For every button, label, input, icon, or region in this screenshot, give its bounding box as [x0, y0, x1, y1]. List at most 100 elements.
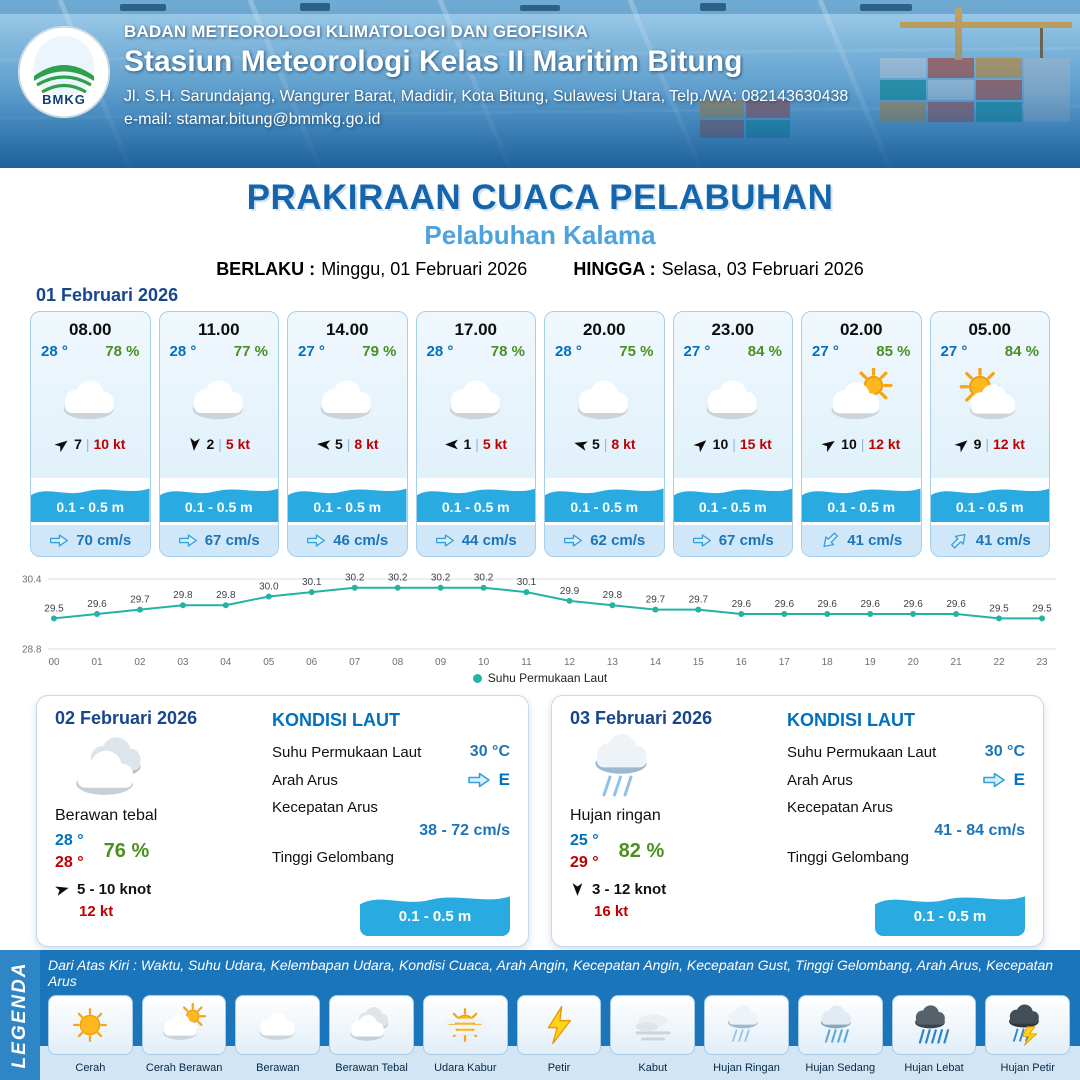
current-speed: 70 cm/s — [76, 532, 132, 549]
temps-block: 25 ° 29 ° 82 % — [570, 830, 775, 873]
forecast-card-05.00: 05.00 27 ° 84 % 9 | 12 kt 0.1 - 0.5 m 41… — [929, 311, 1050, 557]
current-direction-row: Arah Arus E — [272, 770, 510, 790]
wind-gust: 8 kt — [611, 436, 636, 452]
wave-height-value: 0.1 - 0.5 m — [184, 499, 253, 515]
svg-text:29.5: 29.5 — [989, 603, 1009, 614]
current-speed-value-row: 38 - 72 cm/s — [272, 822, 510, 840]
legend-item-cloud: Berawan — [235, 995, 321, 1074]
berlaku-value: Minggu, 01 Februari 2026 — [321, 259, 528, 279]
wind-row: 5 | 8 kt — [573, 436, 636, 452]
wave-height-value: 0.1 - 0.5 m — [398, 908, 472, 925]
current-speed: 41 cm/s — [975, 532, 1031, 549]
chart-legend-label: Suhu Permukaan Laut — [487, 671, 608, 685]
legend-item-partly: Cerah Berawan — [141, 995, 227, 1074]
legend-label: Berawan — [256, 1062, 300, 1074]
sea-conditions-title: KONDISI LAUT — [272, 710, 400, 730]
svg-text:29.8: 29.8 — [216, 590, 236, 601]
current-row: 41 cm/s — [930, 522, 1049, 556]
relative-humidity: 84 % — [747, 343, 782, 360]
daily-overview: 02 Februari 2026 Berawan tebal 28 ° 28 °… — [55, 708, 260, 936]
weather-condition: Hujan ringan — [570, 807, 661, 824]
svg-text:30.1: 30.1 — [517, 577, 537, 588]
weather-icon-cloud — [691, 362, 775, 434]
svg-text:11: 11 — [521, 657, 532, 668]
svg-text:30.0: 30.0 — [259, 582, 279, 593]
bmkg-logo: BMKG — [16, 24, 112, 120]
wave-height-label: Tinggi Gelombang — [272, 849, 395, 866]
wind-range: 5 - 10 knot — [77, 881, 152, 899]
separator: | — [85, 436, 90, 452]
wind-direction-icon — [55, 882, 70, 897]
temps-block: 28 ° 28 ° 76 % — [55, 830, 260, 873]
legend-item-lightning: Petir — [516, 995, 602, 1074]
current-direction-icon — [692, 533, 712, 548]
relative-humidity: 76 % — [103, 840, 150, 863]
wave-height-band: 0.1 - 0.5 m — [802, 478, 921, 522]
current-speed: 41 cm/s — [847, 532, 903, 549]
svg-text:30.2: 30.2 — [474, 573, 494, 584]
svg-text:23: 23 — [1036, 657, 1048, 668]
legend-item-fog: Kabut — [610, 995, 696, 1074]
svg-text:03: 03 — [177, 657, 189, 668]
wind-direction-icon — [821, 437, 837, 452]
svg-text:07: 07 — [349, 657, 361, 668]
svg-text:29.6: 29.6 — [860, 599, 880, 610]
temp-max: 29 ° — [570, 853, 599, 871]
wind-row: 1 | 5 kt — [444, 436, 507, 452]
wind-gust: 5 kt — [225, 436, 251, 452]
svg-text:29.6: 29.6 — [903, 599, 923, 610]
svg-text:29.6: 29.6 — [732, 599, 752, 610]
wave-height-row: Tinggi Gelombang — [272, 849, 510, 866]
hourly-forecast-row: 08.00 28 ° 78 % 7 | 10 kt 0.1 - 0.5 m 70… — [30, 311, 1050, 557]
temp-humidity-row: 28 ° 78 % — [31, 340, 150, 360]
current-speed-value-row: 41 - 84 cm/s — [787, 822, 1025, 840]
weather-icon-partly — [819, 362, 903, 434]
temp-max: 28 ° — [55, 853, 84, 871]
sst-label: Suhu Permukaan Laut — [272, 743, 422, 761]
svg-text:29.6: 29.6 — [87, 599, 107, 610]
temp-humidity-row: 28 ° 78 % — [417, 340, 536, 360]
forecast-time: 14.00 — [325, 320, 369, 339]
svg-text:28.8: 28.8 — [22, 645, 42, 656]
sst-value: 30 °C — [984, 743, 1025, 760]
thunderstorm-icon — [985, 995, 1071, 1055]
rain_med-icon — [797, 995, 883, 1055]
temp-min: 28 ° — [55, 832, 84, 849]
partly-icon — [141, 995, 227, 1055]
air-temperature: 27 ° — [812, 343, 839, 360]
current-direction-icon — [563, 533, 583, 548]
legend-label: Hujan Sedang — [805, 1062, 876, 1074]
current-speed: 67 cm/s — [204, 532, 260, 549]
svg-text:09: 09 — [435, 657, 447, 668]
wave-height-band: 0.1 - 0.5 m — [288, 478, 407, 522]
legend-item-sun: Cerah — [48, 995, 133, 1074]
svg-text:08: 08 — [392, 657, 404, 668]
legend-label: Hujan Petir — [1000, 1062, 1055, 1074]
bmkg-logo-text: BMKG — [42, 92, 86, 107]
current-row: 70 cm/s — [31, 522, 150, 556]
legend-label: Cerah — [75, 1062, 106, 1074]
wind-direction-icon — [316, 437, 331, 452]
wind-direction-icon — [573, 437, 588, 452]
legend-description: Dari Atas Kiri : Waktu, Suhu Udara, Kele… — [48, 957, 1054, 989]
forecast-time: 23.00 — [711, 320, 755, 339]
separator: | — [985, 436, 989, 452]
wave-height-band: 0.1 - 0.5 m — [416, 478, 535, 522]
legend-title: LEGENDA — [9, 961, 30, 1069]
day1-date: 01 Februari 2026 — [36, 285, 179, 305]
chart-legend-marker — [472, 673, 482, 683]
wave-height-band: 0.1 - 0.5 m — [545, 478, 664, 522]
legend-item-thunderstorm: Hujan Petir — [985, 995, 1071, 1074]
org-name: BADAN METEOROLOGI KLIMATOLOGI DAN GEOFIS… — [124, 22, 589, 41]
cloud-icon — [235, 995, 321, 1055]
separator: | — [860, 436, 865, 452]
svg-text:14: 14 — [650, 657, 662, 668]
wave-height-value: 0.1 - 0.5 m — [698, 499, 767, 515]
svg-text:15: 15 — [693, 657, 705, 668]
lightning-icon — [516, 995, 602, 1055]
legend-sidebar: LEGENDA — [0, 950, 40, 1080]
current-direction-letter: E — [498, 770, 510, 789]
current-direction-icon — [306, 533, 326, 548]
temp-humidity-row: 27 ° 84 % — [931, 340, 1050, 360]
current-row: 62 cm/s — [545, 522, 664, 556]
